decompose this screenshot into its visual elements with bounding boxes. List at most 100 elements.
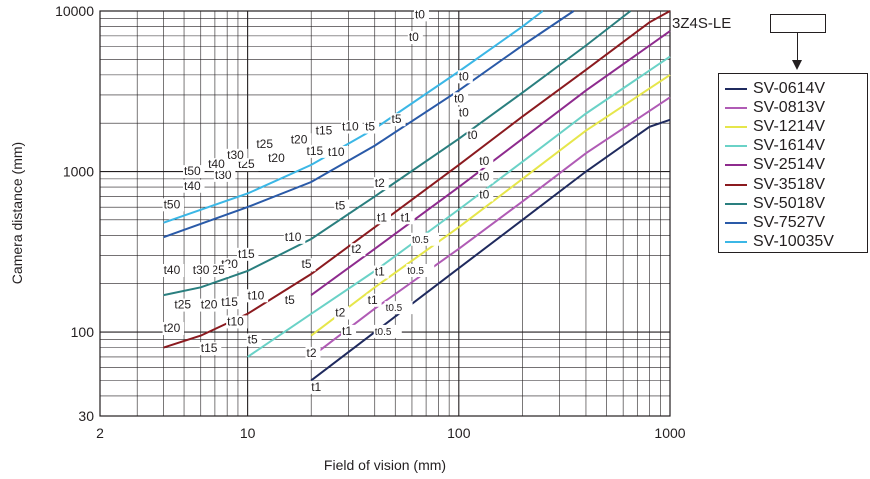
legend-item: SV-2514V [725, 156, 825, 174]
annotation-bg [410, 232, 439, 246]
legend-label: SV-0813V [753, 98, 826, 116]
annotation-layer: t0t0t0t0t0t0t0t0t0t5t5t5t5t5t5t10t10t10t… [162, 7, 494, 394]
annotation-bg [478, 188, 494, 202]
annotation-label: t5 [302, 257, 312, 271]
series-line-sv-5018v [163, 10, 632, 297]
annotation-label: t5 [335, 199, 345, 213]
thickness-annotation: t0.5 [410, 232, 439, 246]
y-tick-label: 100 [71, 324, 95, 340]
thickness-annotation: t5 [246, 332, 262, 347]
thickness-annotation: t10 [341, 120, 363, 134]
thickness-annotation: t15 [305, 144, 327, 158]
thickness-annotation: t0 [407, 30, 423, 45]
legend: SV-0614V SV-0813V SV-1214V SV-1614V SV-2514V… [718, 73, 868, 253]
annotation-bg [364, 120, 380, 134]
annotation-bg [283, 230, 306, 244]
series-line-sv-7527v [163, 10, 575, 239]
y-tick-label: 1000 [63, 164, 94, 180]
annotation-bg [162, 198, 185, 212]
annotation-label: t50 [164, 197, 181, 211]
annotation-label: t2 [351, 242, 361, 256]
annotation-label: t0 [479, 187, 489, 201]
annotation-bg [310, 380, 326, 394]
legend-item: SV-1214V [725, 118, 825, 135]
legend-item: SV-3518V [725, 176, 825, 193]
annotation-bg [457, 106, 473, 120]
annotation-label: t50 [184, 164, 201, 178]
thickness-annotation: t1 [310, 380, 326, 394]
annotation-bg [334, 199, 350, 213]
thickness-annotation: t25 [173, 298, 195, 312]
thickness-annotation: t0 [457, 69, 473, 84]
thickness-annotation: t10 [226, 314, 248, 329]
legend-item: SV-5018V [725, 195, 825, 212]
thickness-annotation: t15 [314, 124, 337, 138]
annotation-bg [478, 170, 494, 184]
annotation-bg [399, 211, 415, 225]
legend-swatch [725, 183, 747, 186]
annotation-label: t1 [311, 380, 321, 394]
thickness-annotation: t5 [364, 120, 380, 134]
thickness-annotation: t2 [373, 176, 389, 191]
annotation-label: t1 [377, 210, 387, 224]
annotation-bg [390, 113, 406, 127]
thickness-annotation: t0 [413, 7, 429, 22]
annotation-label: t5 [391, 112, 401, 126]
thickness-annotation: t0 [478, 169, 494, 184]
thickness-annotation: t0 [466, 128, 482, 142]
legend-label: SV-5018V [753, 194, 826, 212]
legend-swatch [725, 221, 747, 224]
thickness-annotation: t0 [478, 154, 494, 168]
thickness-annotation: t30 [213, 168, 236, 182]
annotation-bg [413, 8, 429, 22]
annotation-label: t10 [342, 120, 359, 134]
annotation-bg [246, 289, 269, 303]
annotation-bg [326, 145, 349, 159]
annotation-bg [199, 298, 222, 312]
annotation-bg [191, 263, 214, 277]
thickness-annotation: t30 [191, 263, 214, 277]
annotation-bg [373, 324, 402, 338]
legend-item: SV-0813V [725, 99, 825, 116]
series-lines [163, 10, 671, 382]
annotation-label: t2 [375, 176, 385, 190]
annotation-bg [466, 128, 482, 142]
annotation-bg [267, 151, 289, 165]
thickness-annotation: t10 [283, 230, 306, 244]
thickness-annotation: t1 [341, 324, 357, 338]
legend-label: SV-1214V [753, 117, 826, 135]
annotation-bg [289, 133, 312, 147]
annotation-label: t25 [256, 137, 273, 151]
annotation-bg [207, 158, 229, 172]
legend-label: SV-1614V [753, 137, 826, 155]
thickness-annotation: t20 [162, 321, 185, 336]
annotation-bg [373, 265, 389, 279]
annotation-bg [350, 243, 366, 257]
annotation-label: t0 [454, 91, 464, 105]
x-tick-label: 2 [96, 425, 104, 441]
annotation-label: t20 [164, 321, 181, 335]
annotation-label: t0.5 [407, 266, 424, 277]
thickness-annotation: t1 [366, 293, 382, 307]
legend-label: SV-0614V [753, 79, 826, 97]
annotation-label: t40 [164, 263, 181, 277]
annotation-label: t1 [401, 210, 411, 224]
thickness-annotation: t15 [220, 295, 242, 310]
thickness-annotation: t10 [246, 288, 269, 303]
legend-swatch [725, 241, 747, 244]
annotation-bg [376, 211, 392, 225]
annotation-bg [162, 322, 185, 336]
y-tick-label: 10000 [55, 3, 94, 19]
thickness-annotation: t20 [289, 132, 312, 147]
annotation-label: t15 [316, 124, 333, 138]
annotation-bg [384, 301, 413, 315]
legend-item: SV-0614V [725, 80, 825, 97]
annotation-bg [283, 293, 299, 307]
annotation-bg [334, 306, 350, 320]
annotation-label: t15 [221, 295, 238, 309]
annotation-bg [183, 179, 205, 193]
annotation-label: t20 [201, 298, 218, 312]
annotation-bg [406, 263, 435, 277]
annotation-bg [213, 168, 236, 182]
annotation-bg [407, 31, 423, 45]
